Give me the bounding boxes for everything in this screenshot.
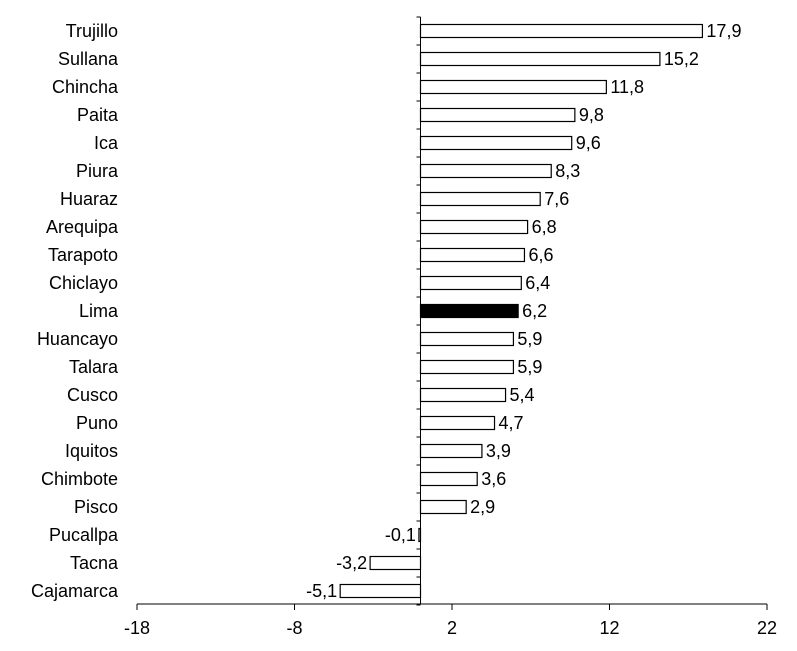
- bars: [339, 23, 704, 599]
- category-label: Trujillo: [66, 21, 118, 41]
- data-label: 5,9: [517, 357, 542, 377]
- bar-trujillo: [419, 23, 704, 39]
- data-label: 3,6: [481, 469, 506, 489]
- data-label: 15,2: [664, 49, 699, 69]
- bar-puno: [419, 415, 496, 431]
- category-label: Paita: [77, 105, 119, 125]
- data-label: 11,8: [610, 77, 644, 97]
- category-label: Chiclayo: [49, 273, 118, 293]
- data-label: 17,9: [706, 21, 741, 41]
- data-label: -0,1: [385, 525, 416, 545]
- category-label: Arequipa: [46, 217, 119, 237]
- bar-chiclayo: [419, 275, 522, 291]
- x-tick-label: 22: [757, 618, 777, 638]
- x-tick-label: 2: [447, 618, 457, 638]
- category-label: Cajamarca: [31, 581, 119, 601]
- category-label: Puno: [76, 413, 118, 433]
- data-label: 5,4: [510, 385, 535, 405]
- bar-tacna: [369, 555, 422, 571]
- bar-paita: [419, 107, 576, 123]
- bar-piura: [419, 163, 552, 179]
- category-label: Tacna: [70, 553, 119, 573]
- category-label: Piura: [76, 161, 119, 181]
- x-tick-label: -18: [124, 618, 150, 638]
- x-tick-label: -8: [286, 618, 302, 638]
- data-label: 9,8: [579, 105, 604, 125]
- bar-lima: [419, 303, 519, 319]
- bar-chincha: [419, 79, 607, 95]
- category-label: Chimbote: [41, 469, 118, 489]
- data-label: 2,9: [470, 497, 495, 517]
- bar-tarapoto: [419, 247, 526, 263]
- data-label: 6,2: [522, 301, 547, 321]
- category-label: Huancayo: [37, 329, 118, 349]
- data-label: 6,4: [525, 273, 550, 293]
- labels: Trujillo 17,9 Sullana 15,2 Chincha 11,8 Paita 9…: [31, 21, 742, 601]
- category-label: Cusco: [67, 385, 118, 405]
- bar-pucallpa: [418, 527, 422, 543]
- data-label: 9,6: [576, 133, 601, 153]
- category-label: Pucallpa: [49, 525, 119, 545]
- category-label: Pisco: [74, 497, 118, 517]
- data-label: 3,9: [486, 441, 511, 461]
- bar-sullana: [419, 51, 661, 67]
- bar-chimbote: [419, 471, 478, 487]
- bar-huancayo: [419, 331, 515, 347]
- data-label: 6,6: [528, 245, 553, 265]
- bar-talara: [419, 359, 515, 375]
- bar-ica: [419, 135, 573, 151]
- category-label: Lima: [79, 301, 119, 321]
- data-label: -3,2: [336, 553, 367, 573]
- category-label: Ica: [94, 133, 119, 153]
- bar-cajamarca: [339, 583, 422, 599]
- data-label: 8,3: [555, 161, 580, 181]
- category-label: Iquitos: [65, 441, 118, 461]
- bar-pisco: [419, 499, 467, 515]
- category-label: Huaraz: [60, 189, 118, 209]
- data-label: 6,8: [532, 217, 557, 237]
- bar-arequipa: [419, 219, 529, 235]
- bar-huaraz: [419, 191, 541, 207]
- category-label: Talara: [69, 357, 119, 377]
- data-label: 5,9: [517, 329, 542, 349]
- x-tick-label: 12: [599, 618, 619, 638]
- bar-iquitos: [419, 443, 483, 459]
- bar-cusco: [419, 387, 507, 403]
- category-label: Sullana: [58, 49, 119, 69]
- category-label: Tarapoto: [48, 245, 118, 265]
- data-label: 7,6: [544, 189, 569, 209]
- data-label: -5,1: [306, 581, 337, 601]
- category-label: Chincha: [52, 77, 119, 97]
- data-label: 4,7: [499, 413, 524, 433]
